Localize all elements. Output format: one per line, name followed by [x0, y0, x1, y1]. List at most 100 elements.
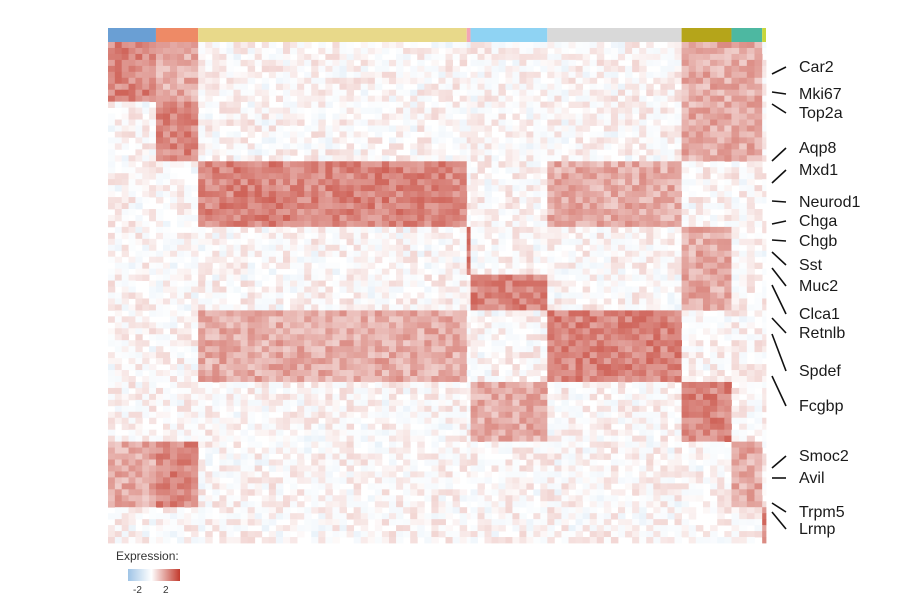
- heatmap-cell: [128, 328, 136, 335]
- heatmap-cell: [724, 274, 732, 281]
- heatmap-cell: [739, 53, 748, 61]
- heatmap-cell: [731, 59, 740, 67]
- heatmap-cell: [149, 71, 157, 79]
- heatmap-cell: [554, 143, 562, 150]
- heatmap-cell: [575, 322, 584, 329]
- heatmap-cell: [491, 71, 499, 79]
- heatmap-cell: [731, 226, 740, 234]
- heatmap-cell: [304, 328, 312, 335]
- heatmap-cell: [674, 298, 682, 305]
- heatmap-cell: [554, 220, 562, 228]
- heatmap-cell: [396, 387, 404, 395]
- heatmap-cell: [540, 59, 548, 67]
- heatmap-cell: [561, 119, 569, 126]
- heatmap-cell: [121, 340, 129, 347]
- heatmap-cell: [477, 226, 485, 234]
- heatmap-cell: [374, 77, 383, 85]
- heatmap-cell: [346, 65, 355, 73]
- heatmap-cell: [128, 316, 136, 323]
- heatmap-cell: [452, 185, 461, 192]
- heatmap-cell: [554, 167, 562, 174]
- heatmap-cell: [381, 59, 390, 67]
- heatmap-cell: [121, 381, 129, 389]
- heatmap-cell: [417, 83, 425, 91]
- heatmap-cell: [466, 232, 471, 240]
- heatmap-cell: [660, 238, 668, 246]
- heatmap-cell: [170, 179, 178, 186]
- heatmap-cell: [162, 191, 171, 198]
- heatmap-cell: [625, 226, 633, 234]
- heatmap-cell: [247, 292, 256, 299]
- heatmap-cell: [702, 125, 711, 132]
- heatmap-cell: [128, 155, 136, 162]
- heatmap-cell: [205, 393, 213, 401]
- heatmap-cell: [731, 155, 740, 162]
- heatmap-cell: [445, 89, 453, 97]
- heatmap-cell: [470, 83, 478, 91]
- heatmap-cell: [762, 179, 767, 186]
- heatmap-cell: [498, 59, 506, 67]
- heatmap-cell: [184, 191, 192, 198]
- heatmap-cell: [589, 310, 598, 317]
- heatmap-cell: [381, 376, 390, 383]
- heatmap-cell: [724, 59, 732, 67]
- heatmap-cell: [155, 47, 164, 55]
- heatmap-cell: [170, 191, 178, 198]
- heatmap-cell: [484, 274, 492, 281]
- heatmap-cell: [162, 310, 171, 317]
- heatmap-cell: [346, 346, 355, 353]
- heatmap-cell: [353, 244, 362, 252]
- heatmap-cell: [360, 232, 369, 240]
- heatmap-cell: [561, 179, 569, 186]
- heatmap-cell: [470, 131, 478, 138]
- heatmap-cell: [261, 226, 270, 234]
- heatmap-cell: [311, 53, 319, 61]
- heatmap-cell: [198, 53, 206, 61]
- heatmap-cell: [746, 316, 755, 323]
- heatmap-cell: [381, 203, 390, 210]
- heatmap-cell: [431, 364, 439, 371]
- heatmap-cell: [540, 381, 548, 389]
- heatmap-cell: [212, 346, 220, 353]
- heatmap-cell: [688, 244, 697, 252]
- heatmap-cell: [568, 352, 576, 359]
- heatmap-cell: [374, 286, 383, 293]
- heatmap-cell: [459, 376, 468, 383]
- heatmap-cell: [142, 244, 150, 252]
- heatmap-cell: [410, 209, 418, 216]
- heatmap-cell: [149, 280, 157, 287]
- heatmap-cell: [367, 214, 376, 222]
- heatmap-cell: [219, 268, 227, 275]
- heatmap-cell: [746, 71, 755, 79]
- heatmap-cell: [417, 280, 425, 287]
- heatmap-cell: [381, 387, 390, 395]
- heatmap-cell: [589, 346, 598, 353]
- heatmap-cell: [339, 340, 347, 347]
- heatmap-cell: [431, 203, 439, 210]
- heatmap-cell: [121, 83, 129, 91]
- heatmap-cell: [282, 42, 291, 49]
- heatmap-cell: [646, 387, 654, 395]
- heatmap-cell: [332, 220, 340, 228]
- heatmap-cell: [275, 71, 284, 79]
- heatmap-cell: [205, 161, 213, 168]
- heatmap-cell: [484, 53, 492, 61]
- heatmap-cell: [388, 244, 397, 252]
- heatmap-cell: [688, 316, 697, 323]
- heatmap-cell: [121, 209, 129, 216]
- heatmap-cell: [424, 334, 432, 341]
- heatmap-cell: [149, 42, 157, 49]
- heatmap-cell: [660, 370, 668, 377]
- heatmap-cell: [403, 203, 411, 210]
- heatmap-cell: [184, 203, 192, 210]
- heatmap-cell: [304, 298, 312, 305]
- heatmap-cell: [149, 47, 157, 55]
- heatmap-cell: [219, 89, 227, 97]
- heatmap-cell: [754, 214, 763, 222]
- heatmap-cell: [226, 209, 234, 216]
- heatmap-cell: [519, 119, 527, 126]
- heatmap-cell: [403, 232, 411, 240]
- heatmap-cell: [632, 286, 640, 293]
- heatmap-cell: [417, 167, 425, 174]
- heatmap-cell: [547, 358, 555, 365]
